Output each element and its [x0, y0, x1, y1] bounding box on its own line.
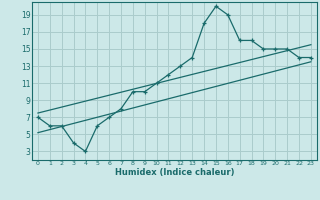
X-axis label: Humidex (Indice chaleur): Humidex (Indice chaleur): [115, 168, 234, 177]
